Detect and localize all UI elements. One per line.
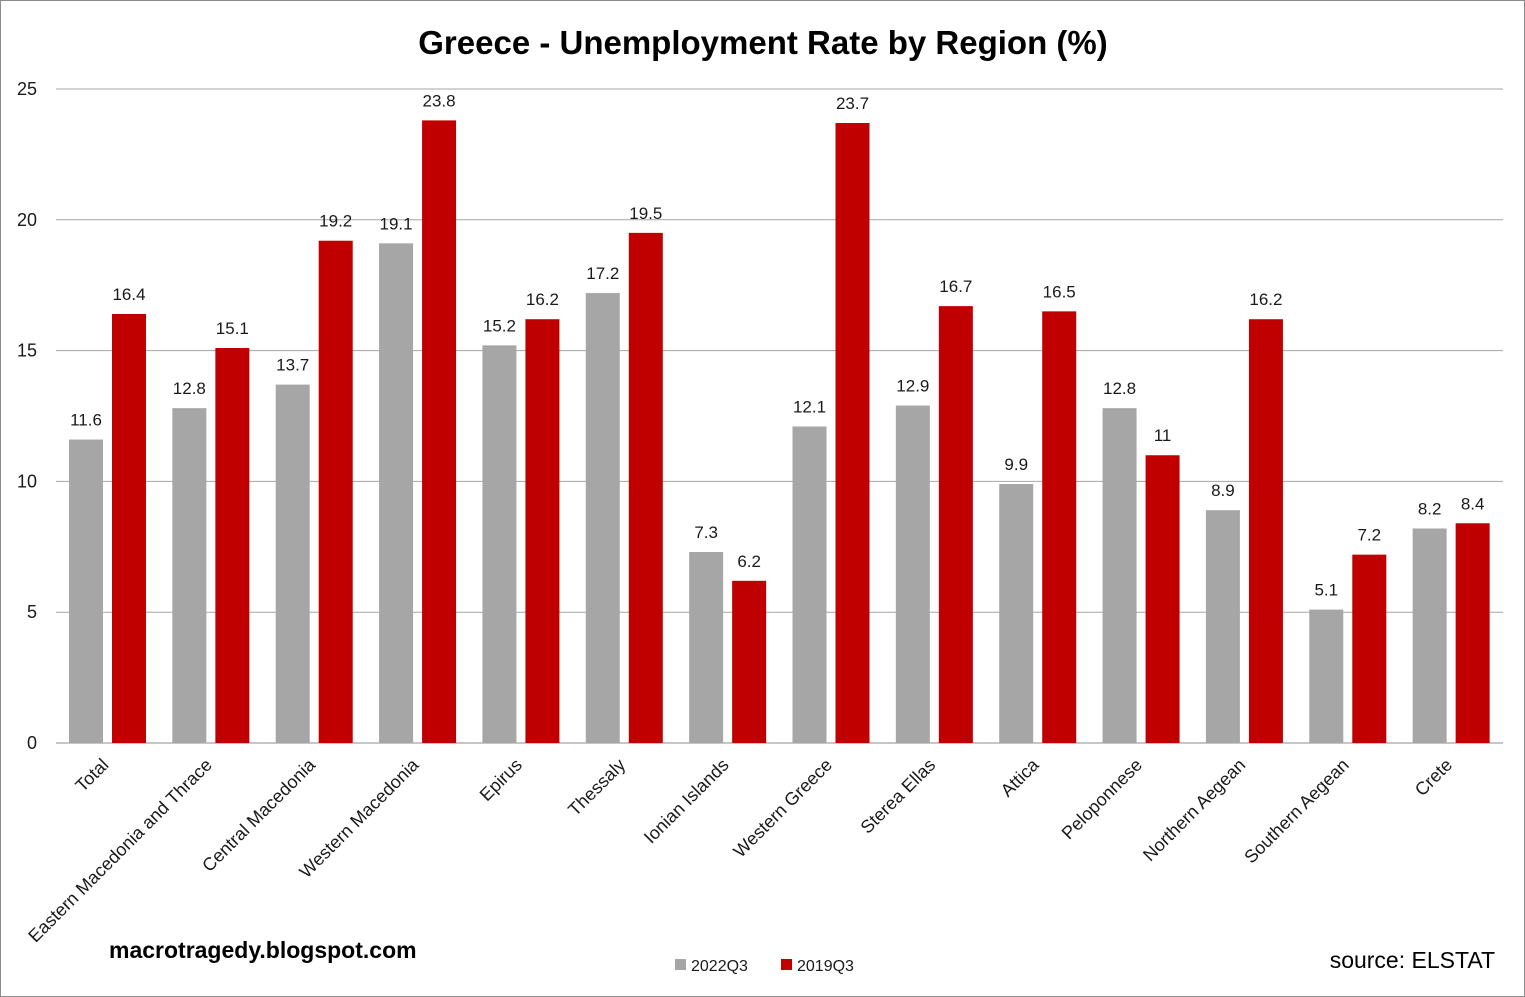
- bar-2019q3: [1455, 523, 1490, 743]
- data-label: 9.9: [1004, 455, 1028, 474]
- bar-2022q3: [379, 243, 414, 743]
- bar-2019q3: [112, 313, 146, 743]
- data-label: 7.3: [694, 523, 718, 542]
- data-label: 16.2: [526, 290, 559, 309]
- x-tick-label: Crete: [1411, 755, 1456, 800]
- x-tick-label: Total: [71, 755, 112, 796]
- y-tick-label: 10: [17, 471, 37, 491]
- legend-label: 2022Q3: [691, 958, 748, 975]
- data-label: 8.2: [1418, 499, 1442, 518]
- data-label: 7.2: [1357, 526, 1381, 545]
- bar-2019q3: [318, 240, 353, 743]
- data-label: 12.9: [896, 377, 929, 396]
- y-tick-label: 0: [27, 733, 37, 753]
- chart-title: Greece - Unemployment Rate by Region (%): [418, 24, 1107, 61]
- data-label: 15.2: [483, 316, 516, 335]
- x-tick-label: Thessaly: [564, 755, 629, 820]
- x-tick-label: Southern Aegean: [1240, 755, 1353, 868]
- bar-2019q3: [215, 347, 250, 743]
- data-label: 16.5: [1043, 282, 1076, 301]
- bar-2022q3: [1102, 408, 1137, 743]
- data-label: 19.1: [380, 214, 413, 233]
- data-label: 8.4: [1461, 494, 1485, 513]
- bar-2022q3: [1205, 510, 1240, 743]
- bar-2022q3: [1309, 609, 1344, 743]
- data-label: 17.2: [586, 264, 619, 283]
- bar-2019q3: [1248, 319, 1283, 743]
- x-tick-label: Sterea Ellas: [857, 755, 940, 838]
- x-tick-label: Epirus: [476, 755, 526, 805]
- bar-2022q3: [275, 384, 310, 743]
- y-tick-label: 5: [27, 602, 37, 622]
- data-label: 12.8: [1103, 379, 1136, 398]
- data-label: 16.4: [112, 285, 145, 304]
- bar-2022q3: [792, 426, 827, 743]
- bar-2022q3: [482, 345, 517, 743]
- source-text: source: ELSTAT: [1330, 947, 1495, 973]
- data-labels: 11.6 12.8 13.7 19.1 15.2 17.2 7.3 12.1 12.9 9.9 12…: [70, 91, 1484, 599]
- data-label: 11: [1154, 426, 1172, 445]
- bars: [69, 120, 1490, 744]
- data-label: 8.9: [1211, 481, 1235, 500]
- bar-2019q3: [938, 306, 973, 743]
- data-label: 12.1: [793, 397, 826, 416]
- data-label: 23.8: [423, 91, 456, 110]
- x-tick-label: Central Macedonia: [198, 754, 320, 876]
- bar-2019q3: [422, 120, 457, 744]
- bar-2019q3: [525, 319, 560, 743]
- data-label: 16.2: [1249, 290, 1282, 309]
- bar-2022q3: [1412, 528, 1447, 743]
- data-label: 12.8: [173, 379, 206, 398]
- data-label: 15.1: [216, 319, 249, 338]
- legend: 2022Q3 2019Q3: [675, 958, 854, 975]
- y-tick-label: 15: [17, 341, 37, 361]
- data-label: 16.7: [939, 277, 972, 296]
- x-tick-label: Peloponnese: [1058, 755, 1146, 843]
- bar-2022q3: [585, 293, 620, 743]
- legend-swatch-2022q3: [675, 959, 686, 970]
- data-label: 19.2: [319, 212, 352, 231]
- watermark-text: macrotragedy.blogspot.com: [109, 937, 417, 963]
- y-tick-label: 20: [17, 210, 37, 230]
- data-label: 23.7: [836, 94, 869, 113]
- bar-2019q3: [628, 232, 663, 743]
- bar-2022q3: [172, 408, 207, 743]
- data-label: 6.2: [737, 552, 761, 571]
- gridlines: [56, 88, 1503, 744]
- x-tick-label: Western Greece: [729, 755, 836, 862]
- bar-2022q3: [69, 439, 103, 743]
- data-label: 19.5: [629, 204, 662, 223]
- data-label: 5.1: [1314, 581, 1338, 600]
- bar-2022q3: [895, 405, 930, 743]
- x-tick-label: Northern Aegean: [1139, 755, 1249, 865]
- x-tick-label: Ionian Islands: [640, 755, 733, 848]
- bar-2022q3: [999, 484, 1034, 743]
- x-tick-label: Attica: [997, 754, 1044, 801]
- y-tick-label: 25: [17, 79, 37, 99]
- bar-2019q3: [1352, 554, 1387, 743]
- data-label: 13.7: [276, 356, 309, 375]
- bar-2019q3: [1145, 455, 1180, 743]
- bar-2022q3: [689, 552, 724, 743]
- legend-label: 2019Q3: [797, 958, 854, 975]
- y-axis-ticks: 0 5 10 15 20 25: [17, 79, 37, 753]
- legend-swatch-2019q3: [781, 959, 792, 970]
- bar-2019q3: [1042, 311, 1077, 743]
- data-label: 11.6: [70, 411, 102, 430]
- x-tick-label: Eastern Macedonia and Thrace: [24, 755, 216, 947]
- bar-2019q3: [732, 580, 767, 743]
- bar-2019q3: [835, 123, 870, 744]
